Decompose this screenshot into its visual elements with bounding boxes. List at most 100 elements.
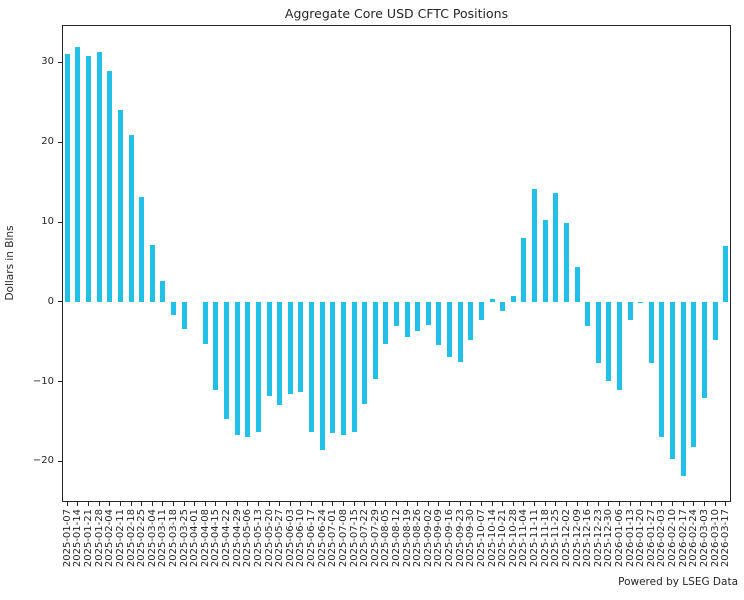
credit-text: Powered by LSEG Data — [618, 576, 738, 588]
x-tick-mark — [406, 502, 408, 506]
x-tick-mark — [385, 502, 387, 506]
x-tick-mark — [725, 502, 727, 506]
x-tick-mark — [459, 502, 461, 506]
bar — [532, 188, 538, 302]
bar — [224, 301, 230, 420]
x-tick-mark — [438, 502, 440, 506]
x-tick-label: 2025-11-25 — [550, 509, 562, 568]
bar — [563, 222, 569, 302]
x-tick-label: 2026-02-24 — [688, 509, 700, 568]
x-tick-mark — [491, 502, 493, 506]
x-tick-label: 2025-09-16 — [444, 509, 456, 568]
x-tick-mark — [587, 502, 589, 506]
y-tick-mark — [58, 460, 62, 462]
bar — [319, 301, 325, 451]
x-tick-mark — [512, 502, 514, 506]
bar — [234, 301, 240, 435]
x-tick-mark — [396, 502, 397, 506]
bar — [553, 192, 559, 302]
x-tick-mark — [534, 502, 536, 506]
y-tick-mark — [58, 381, 62, 383]
x-tick-mark — [364, 502, 366, 506]
bar — [139, 197, 145, 302]
x-tick-label: 2025-04-22 — [221, 509, 233, 568]
bar — [298, 301, 304, 392]
bar — [521, 237, 527, 302]
x-tick-label: 2025-11-18 — [539, 509, 551, 568]
x-tick-mark — [162, 502, 164, 506]
x-tick-mark — [130, 502, 132, 506]
bar — [670, 301, 676, 459]
x-tick-mark — [470, 502, 472, 506]
x-tick-label: 2025-05-13 — [252, 509, 264, 568]
plot-area — [62, 25, 731, 502]
x-tick-label: 2026-03-17 — [720, 509, 732, 568]
x-tick-mark — [321, 502, 323, 506]
bar — [181, 301, 187, 329]
x-tick-label: 2025-07-22 — [359, 509, 371, 568]
x-tick-label: 2026-01-13 — [624, 509, 636, 568]
y-tick-mark — [58, 61, 62, 63]
bar — [351, 301, 357, 432]
bar — [659, 301, 665, 437]
bar — [712, 301, 718, 341]
x-tick-label: 2026-02-10 — [667, 509, 679, 568]
x-tick-mark — [703, 502, 705, 506]
x-tick-label: 2025-05-06 — [242, 509, 254, 568]
bar — [160, 281, 166, 302]
bar — [394, 301, 399, 326]
bar — [585, 301, 591, 326]
bar — [574, 266, 580, 302]
bar — [372, 301, 378, 380]
x-tick-label: 2025-06-10 — [295, 509, 307, 568]
x-tick-mark — [300, 502, 302, 506]
x-tick-label: 2025-02-18 — [125, 509, 137, 568]
x-tick-mark — [141, 502, 143, 506]
x-tick-label: 2025-05-20 — [263, 509, 275, 568]
y-tick-mark — [58, 301, 62, 303]
bar — [595, 301, 601, 364]
x-tick-label: 2025-11-11 — [529, 509, 541, 568]
y-tick-label: 20 — [41, 136, 54, 148]
x-tick-label: 2025-12-09 — [571, 509, 583, 568]
bar — [117, 109, 123, 302]
x-tick-mark — [215, 502, 217, 506]
x-tick-mark — [449, 502, 451, 506]
x-tick-mark — [119, 502, 121, 506]
y-tick-label: −10 — [32, 375, 54, 387]
x-tick-label: 2025-03-18 — [168, 509, 179, 568]
x-tick-mark — [204, 502, 206, 506]
bar — [277, 301, 283, 406]
bar — [64, 53, 70, 302]
bar — [617, 301, 622, 391]
x-tick-mark — [523, 502, 525, 506]
bar — [362, 301, 368, 404]
x-tick-mark — [77, 502, 79, 506]
x-tick-label: 2026-01-20 — [635, 509, 647, 568]
bar — [489, 298, 495, 302]
x-tick-label: 2025-06-17 — [306, 509, 318, 568]
x-tick-label: 2025-03-11 — [157, 509, 169, 568]
x-tick-mark — [311, 502, 313, 506]
x-tick-mark — [289, 502, 291, 506]
x-tick-mark — [417, 502, 419, 506]
x-tick-mark — [353, 502, 355, 506]
x-tick-mark — [661, 502, 663, 506]
bar — [468, 301, 474, 341]
x-tick-label: 2025-07-01 — [327, 509, 339, 568]
x-tick-label: 2025-06-24 — [316, 509, 328, 568]
x-tick-label: 2025-04-15 — [210, 509, 222, 568]
x-tick-mark — [608, 502, 610, 506]
bar — [330, 301, 336, 434]
x-tick-mark — [619, 502, 620, 506]
x-tick-mark — [66, 502, 68, 506]
bar — [648, 301, 654, 364]
bar — [202, 301, 208, 345]
x-tick-mark — [650, 502, 652, 506]
bar — [680, 301, 686, 476]
x-tick-mark — [98, 502, 100, 506]
bar — [266, 301, 272, 396]
bar — [255, 301, 261, 432]
y-tick-label: 10 — [41, 216, 54, 228]
x-tick-label: 2025-01-28 — [93, 509, 105, 568]
